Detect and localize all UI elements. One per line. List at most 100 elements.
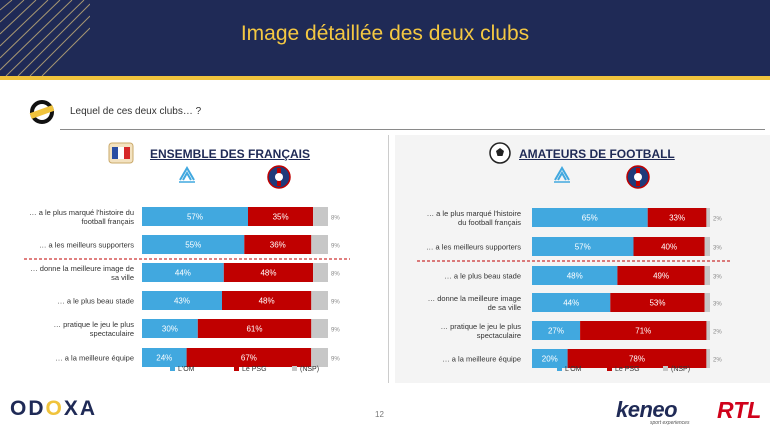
data-label: 27% bbox=[548, 327, 564, 336]
odoxa-question-icon bbox=[29, 100, 55, 124]
bar-segment-om bbox=[532, 208, 648, 227]
data-label: 55% bbox=[185, 241, 201, 250]
bar-segment-nsp bbox=[706, 349, 710, 368]
data-label: 3% bbox=[713, 275, 722, 281]
data-label: 35% bbox=[273, 213, 289, 222]
data-label: 49% bbox=[653, 272, 669, 281]
bar-segment-nsp bbox=[704, 293, 710, 312]
om-logo-icon bbox=[179, 166, 195, 183]
psg-logo-icon bbox=[267, 165, 291, 189]
data-label: 48% bbox=[567, 272, 583, 281]
decorative-stripes-icon bbox=[0, 0, 90, 76]
category-label: … a le plus beau stade bbox=[57, 297, 134, 306]
data-label: 33% bbox=[669, 214, 685, 223]
data-label: 2% bbox=[713, 358, 722, 364]
data-label: 43% bbox=[174, 297, 190, 306]
data-label: 3% bbox=[713, 246, 722, 252]
bar-segment-om bbox=[532, 237, 634, 256]
bar-segment-psg bbox=[580, 321, 707, 340]
psg-logo-icon bbox=[626, 165, 650, 189]
legend-label: (NSP) bbox=[300, 366, 319, 373]
data-label: 9% bbox=[331, 357, 340, 363]
chart-amateurs-football: … a le plus marqué l'histoire du football… bbox=[417, 165, 732, 373]
bar-segment-om bbox=[142, 348, 187, 367]
bar-segment-om bbox=[532, 321, 581, 340]
data-label: 9% bbox=[331, 328, 340, 334]
legend-swatch bbox=[557, 366, 562, 371]
legend-swatch bbox=[607, 366, 612, 371]
odoxa-logo: ODOXA bbox=[10, 397, 98, 420]
bar-segment-nsp bbox=[704, 237, 710, 256]
bar-segment-om bbox=[532, 266, 618, 285]
data-label: 53% bbox=[649, 299, 665, 308]
data-label: 9% bbox=[331, 300, 340, 306]
bar-segment-nsp bbox=[311, 348, 328, 367]
bar-segment-psg bbox=[617, 266, 705, 285]
bar-segment-psg bbox=[633, 237, 705, 256]
data-label: 44% bbox=[175, 269, 191, 278]
data-label: 44% bbox=[563, 299, 579, 308]
bar-segment-psg bbox=[186, 348, 312, 367]
om-logo-icon bbox=[554, 166, 570, 183]
bar-segment-nsp bbox=[311, 291, 328, 310]
legend-swatch bbox=[663, 366, 668, 371]
chart-ensemble-francais: … a le plus marqué l'histoire du football… bbox=[24, 165, 350, 373]
category-label: … a la meilleure équipe bbox=[55, 354, 134, 363]
bar-segment-om bbox=[142, 291, 222, 310]
flag-france-icon bbox=[108, 142, 134, 164]
bar-segment-psg bbox=[222, 291, 312, 310]
page-number: 12 bbox=[375, 410, 384, 419]
legend-swatch bbox=[234, 366, 239, 371]
data-label: 24% bbox=[156, 354, 172, 363]
bar-segment-om bbox=[142, 207, 248, 226]
category-label: … donne la meilleure image de sa ville bbox=[428, 294, 521, 312]
data-label: 67% bbox=[241, 354, 257, 363]
bar-segment-nsp bbox=[706, 321, 710, 340]
bar-segment-psg bbox=[610, 293, 705, 312]
data-label: 65% bbox=[582, 214, 598, 223]
legend-swatch bbox=[170, 366, 175, 371]
category-label: … a les meilleurs supporters bbox=[39, 241, 134, 250]
bar-segment-nsp bbox=[704, 266, 710, 285]
bar-segment-psg bbox=[567, 349, 707, 368]
legend-label: L'OM bbox=[565, 366, 582, 373]
data-label: 57% bbox=[187, 213, 203, 222]
data-label: 48% bbox=[260, 269, 276, 278]
data-label: 36% bbox=[270, 241, 286, 250]
keneo-tagline: sport experiences bbox=[650, 420, 690, 426]
bar-segment-nsp bbox=[313, 263, 328, 282]
data-label: 3% bbox=[713, 302, 722, 308]
bar-segment-om bbox=[142, 263, 224, 282]
section-title-amateurs: AMATEURS DE FOOTBALL bbox=[519, 147, 675, 161]
question-underline bbox=[60, 129, 765, 130]
header-gold-line bbox=[0, 76, 770, 80]
data-label: 20% bbox=[542, 355, 558, 364]
bar-segment-psg bbox=[244, 235, 312, 254]
bar-segment-om bbox=[142, 319, 198, 338]
section-title-ensemble: ENSEMBLE DES FRANÇAIS bbox=[150, 147, 311, 161]
category-label: … a la meilleure équipe bbox=[442, 355, 521, 364]
panel-divider bbox=[388, 135, 389, 383]
rtl-logo: RTL bbox=[717, 397, 762, 423]
data-label: 71% bbox=[635, 327, 651, 336]
header-banner: Image détaillée des deux clubs bbox=[0, 0, 770, 76]
data-label: 2% bbox=[713, 330, 722, 336]
bar-segment-om bbox=[532, 349, 568, 368]
bar-segment-nsp bbox=[313, 207, 328, 226]
question-text: Lequel de ces deux clubs… ? bbox=[70, 106, 202, 117]
data-label: 2% bbox=[713, 217, 722, 223]
data-label: 78% bbox=[629, 355, 645, 364]
bar-segment-psg bbox=[248, 207, 314, 226]
keneo-logo: keneo bbox=[616, 397, 678, 422]
bar-segment-nsp bbox=[311, 235, 328, 254]
data-label: 57% bbox=[575, 243, 591, 252]
category-label: … a le plus marqué l'histoire du football… bbox=[427, 209, 522, 227]
legend-swatch bbox=[292, 366, 297, 371]
data-label: 30% bbox=[162, 325, 178, 334]
legend-label: Le PSG bbox=[242, 366, 267, 373]
panel-ensemble-francais: ENSEMBLE DES FRANÇAIS … a le plus marqué… bbox=[2, 135, 377, 383]
category-label: … a le plus beau stade bbox=[444, 272, 521, 281]
bar-segment-psg bbox=[197, 319, 312, 338]
data-label: 9% bbox=[331, 244, 340, 250]
data-label: 8% bbox=[331, 272, 340, 278]
